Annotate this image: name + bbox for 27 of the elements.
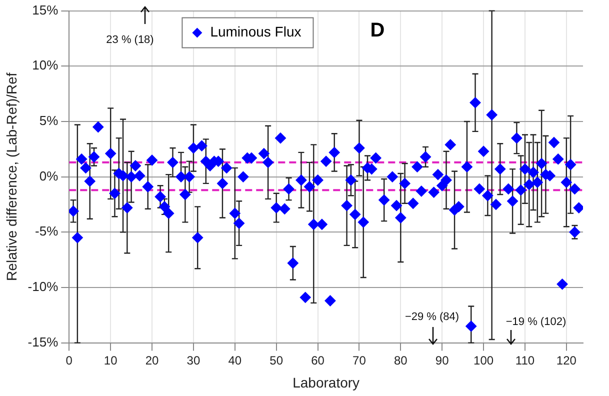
chart-title: D bbox=[370, 19, 385, 42]
y-tick-label: 0% bbox=[39, 168, 59, 184]
y-tick-label: 10% bbox=[32, 58, 59, 73]
annotation: −29 % (84) bbox=[404, 311, 460, 323]
x-tick-label: 120 bbox=[556, 353, 577, 368]
x-tick-label: 100 bbox=[474, 353, 494, 368]
y-tick-label: -15% bbox=[28, 334, 59, 350]
y-tick-label: 15% bbox=[32, 2, 59, 18]
x-axis-title: Laboratory bbox=[292, 374, 360, 390]
y-tick-label: -5% bbox=[35, 224, 59, 239]
annotation: −19 % (102) bbox=[506, 316, 566, 328]
x-tick-label: 70 bbox=[352, 353, 366, 368]
legend-label: Luminous Flux bbox=[210, 24, 302, 40]
x-tick-label: 40 bbox=[228, 353, 242, 368]
x-tick-label: 50 bbox=[270, 353, 284, 368]
x-tick-label: 110 bbox=[515, 353, 535, 368]
x-tick-label: 90 bbox=[435, 353, 450, 368]
y-tick-label: -10% bbox=[28, 279, 59, 294]
x-tick-label: 80 bbox=[394, 353, 408, 368]
x-tick-label: 60 bbox=[311, 353, 325, 368]
x-tick-label: 10 bbox=[104, 353, 118, 368]
x-tick-label: 20 bbox=[145, 353, 160, 368]
annotation: 23 % (18) bbox=[106, 34, 154, 46]
y-tick-label: 5% bbox=[39, 113, 59, 128]
x-tick-label: 0 bbox=[66, 353, 73, 368]
y-axis-title: Relative difference, (Lab-Ref)/Ref bbox=[3, 72, 20, 281]
x-tick-label: 30 bbox=[186, 353, 200, 368]
